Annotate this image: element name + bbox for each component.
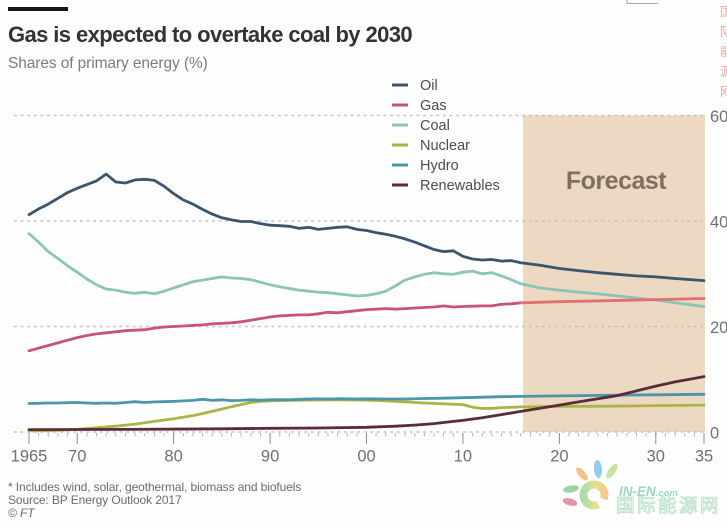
svg-text:Hydro: Hydro [420,158,459,174]
svg-text:80: 80 [164,448,182,466]
svg-text:0: 0 [710,425,719,443]
svg-text:1965: 1965 [11,448,48,466]
svg-text:35: 35 [695,448,713,466]
svg-text:60: 60 [710,108,727,126]
svg-text:Gas: Gas [420,98,447,114]
svg-text:30: 30 [647,448,665,466]
svg-text:90: 90 [261,448,279,466]
svg-text:能: 能 [720,45,727,59]
svg-text:Oil: Oil [420,78,438,94]
svg-text:IN-EN.com: IN-EN.com [619,484,678,499]
svg-text:20: 20 [550,448,568,466]
svg-text:网: 网 [720,85,727,99]
svg-text:源: 源 [720,65,727,79]
svg-text:国: 国 [720,5,727,19]
svg-text:20: 20 [710,319,727,337]
svg-text:际: 际 [720,25,727,39]
svg-text:Renewables: Renewables [420,178,500,194]
svg-text:Nuclear: Nuclear [420,138,470,154]
svg-text:Coal: Coal [420,118,450,134]
svg-text:Forecast: Forecast [566,167,667,195]
svg-text:00: 00 [357,448,375,466]
svg-text:40: 40 [710,214,727,232]
svg-text:10: 10 [454,448,472,466]
svg-text:70: 70 [68,448,86,466]
svg-text:国际能源网: 国际能源网 [616,495,721,516]
